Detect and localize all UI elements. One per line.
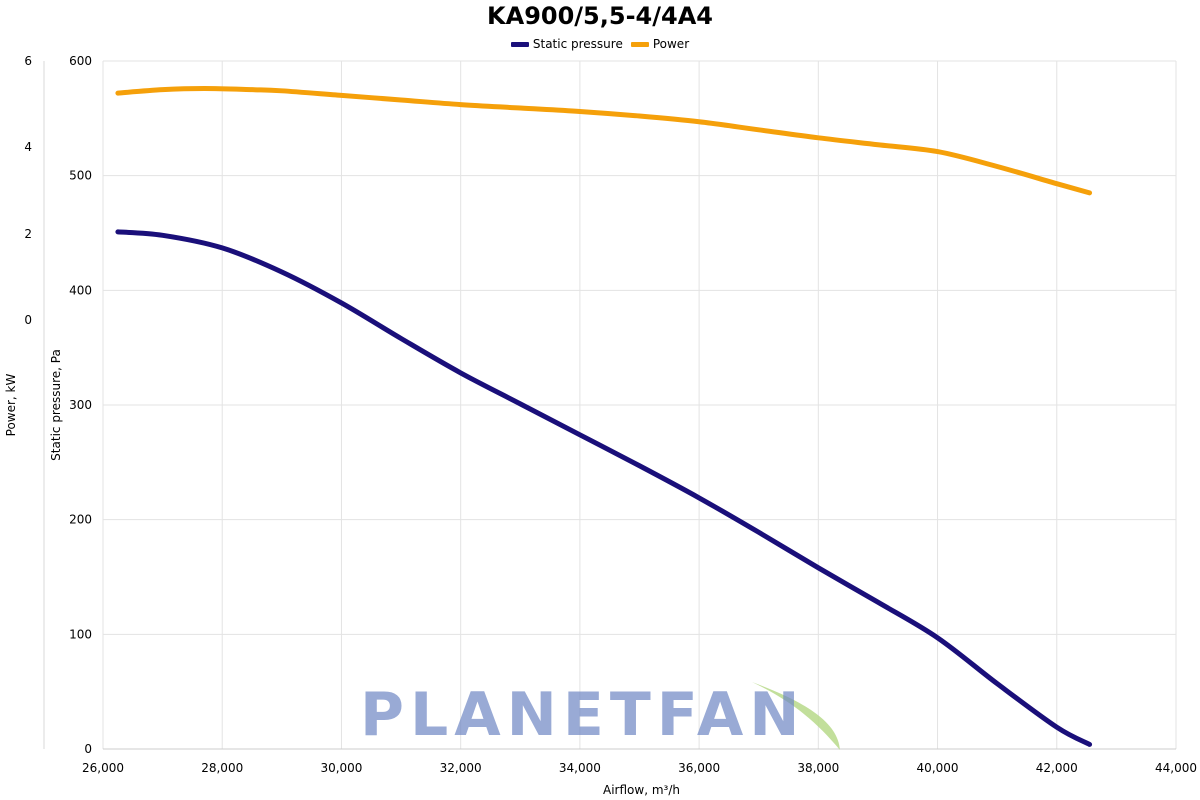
x-tick-label: 32,000 bbox=[440, 761, 482, 775]
legend: Static pressure Power bbox=[0, 37, 1200, 51]
x-tick-label: 34,000 bbox=[559, 761, 601, 775]
y-tick-label-power: 6 bbox=[24, 54, 32, 68]
y-axis-title-pressure: Static pressure, Pa bbox=[49, 349, 63, 461]
x-tick-label: 36,000 bbox=[678, 761, 720, 775]
x-tick-label: 38,000 bbox=[797, 761, 839, 775]
x-tick-label: 40,000 bbox=[917, 761, 959, 775]
x-tick-label: 28,000 bbox=[201, 761, 243, 775]
y-tick-label-power: 4 bbox=[24, 140, 32, 154]
y-tick-label-pressure: 400 bbox=[69, 283, 92, 297]
y-tick-label-pressure: 600 bbox=[69, 54, 92, 68]
x-tick-label: 30,000 bbox=[320, 761, 362, 775]
legend-swatch-static-pressure bbox=[510, 41, 529, 47]
legend-item-power[interactable]: Power bbox=[630, 37, 690, 51]
series-lines bbox=[115, 86, 1093, 747]
legend-label-power: Power bbox=[652, 37, 690, 51]
planetfan-watermark-logo: PLANETFAN bbox=[360, 680, 850, 750]
y-axis-title-power: Power, kW bbox=[4, 374, 18, 437]
chart-title: KA900/5,5-4/4A4 bbox=[487, 2, 713, 30]
grid bbox=[102, 60, 1177, 750]
x-axis-title: Airflow, m³/h bbox=[603, 783, 680, 797]
axes: 26,000 28,000 30,000 32,000 34,000 36,000 38,0… bbox=[4, 54, 1197, 797]
y-tick-label-power: 0 bbox=[24, 313, 32, 327]
y-tick-label-pressure: 100 bbox=[69, 627, 92, 641]
legend-item-static-pressure[interactable]: Static pressure bbox=[510, 37, 623, 51]
x-tick-label: 44,000 bbox=[1155, 761, 1197, 775]
series-line-static-pressure bbox=[115, 229, 1093, 747]
y-tick-label-pressure: 0 bbox=[84, 742, 92, 756]
series-line-power bbox=[115, 86, 1093, 196]
legend-swatch-power bbox=[630, 41, 649, 47]
y-tick-label-pressure: 200 bbox=[69, 513, 92, 527]
x-tick-label: 26,000 bbox=[82, 761, 124, 775]
legend-label-static-pressure: Static pressure bbox=[532, 37, 623, 51]
y-tick-label-pressure: 300 bbox=[69, 398, 92, 412]
y-tick-label-power: 2 bbox=[24, 227, 32, 241]
x-tick-label: 42,000 bbox=[1036, 761, 1078, 775]
y-tick-label-pressure: 500 bbox=[69, 169, 92, 183]
watermark-text: PLANETFAN bbox=[360, 680, 806, 750]
